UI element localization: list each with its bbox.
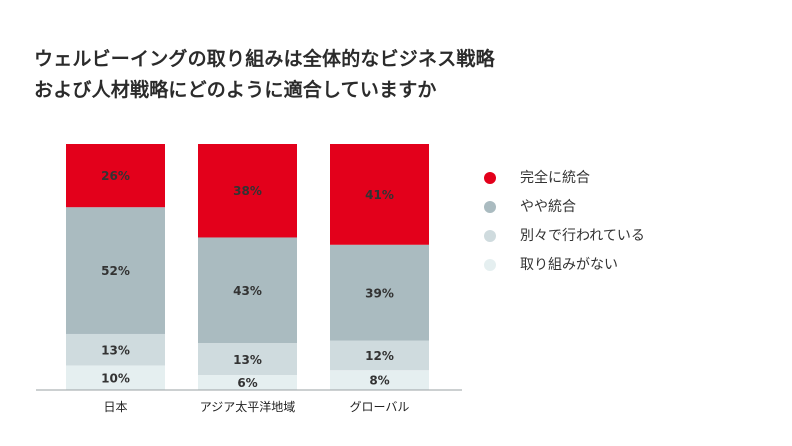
bar-segment-2-1	[198, 144, 297, 238]
data-label-1-1: 26%	[101, 169, 130, 183]
data-label-2-3: 13%	[233, 353, 262, 367]
data-label-1-2: 52%	[101, 264, 130, 278]
bar-segment-3-1	[330, 144, 429, 245]
chart-title-line-2: および人材戦略にどのように適合していますか	[34, 79, 437, 101]
legend-label-3: 別々で行われている	[520, 228, 645, 244]
category-label-3: グローバル	[350, 400, 410, 414]
bar-segment-1-2	[66, 207, 165, 334]
data-label-2-4: 6%	[237, 376, 257, 390]
category-label-1: 日本	[103, 400, 127, 414]
chart-title: ウェルビーイングの取り組みは全体的なビジネス戦略 および人材戦略にどのように適合…	[34, 44, 774, 106]
data-label-3-3: 12%	[365, 349, 394, 363]
legend-swatch-1	[484, 172, 496, 184]
data-label-3-4: 8%	[369, 374, 389, 388]
data-label-1-3: 13%	[101, 343, 130, 357]
bar-segment-3-2	[330, 244, 429, 341]
legend-label-1: 完全に統合	[520, 170, 590, 186]
legend-label-2: やや統合	[520, 199, 576, 215]
category-label-2: アジア太平洋地域	[200, 399, 296, 414]
bar-segment-2-2	[198, 237, 297, 344]
bar-segment-3-3	[330, 340, 429, 371]
legend-swatch-4	[484, 259, 496, 271]
bar-segment-2-3	[198, 343, 297, 376]
chart-title-line-1: ウェルビーイングの取り組みは全体的なビジネス戦略	[34, 48, 495, 70]
data-label-2-2: 43%	[233, 284, 262, 298]
data-label-3-2: 39%	[365, 286, 394, 300]
data-label-2-1: 38%	[233, 184, 262, 198]
data-label-1-4: 10%	[101, 371, 130, 385]
data-label-3-1: 41%	[365, 188, 394, 202]
bar-segment-1-3	[66, 333, 165, 366]
bar-segment-2-4	[198, 375, 297, 390]
bar-segment-1-4	[66, 365, 165, 390]
legend-swatch-2	[484, 201, 496, 213]
bar-segment-1-1	[66, 144, 165, 208]
bar-segment-3-4	[330, 370, 429, 390]
legend-label-4: 取り組みがない	[520, 257, 618, 273]
legend-swatch-3	[484, 230, 496, 242]
